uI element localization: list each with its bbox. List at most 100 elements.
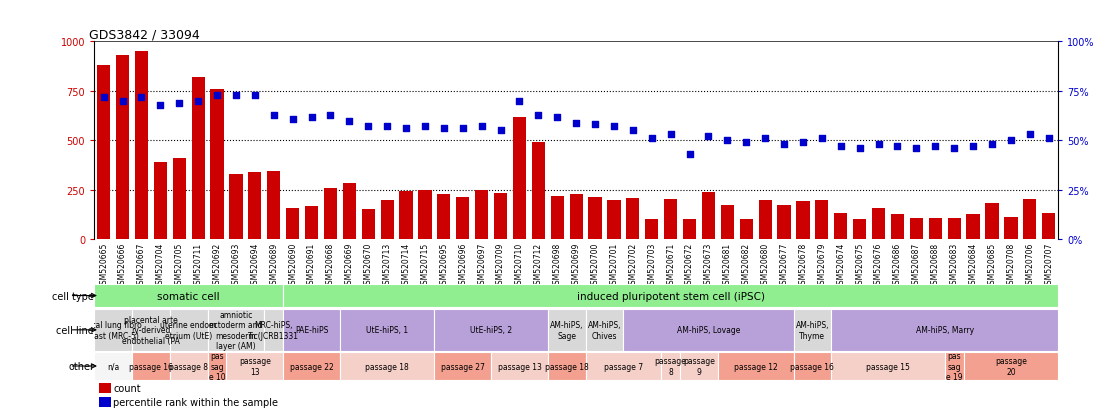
Bar <box>456 197 470 240</box>
Text: GSM520678: GSM520678 <box>799 242 808 288</box>
Text: passage
9: passage 9 <box>683 356 715 376</box>
Point <box>302 114 320 121</box>
Bar <box>793 309 831 351</box>
Text: GSM520691: GSM520691 <box>307 242 316 288</box>
Text: AM-hiPS, Lovage: AM-hiPS, Lovage <box>677 325 740 335</box>
Point <box>284 116 301 123</box>
Bar <box>340 309 434 351</box>
Text: percentile rank within the sample: percentile rank within the sample <box>113 397 278 407</box>
Text: GSM520682: GSM520682 <box>741 242 751 288</box>
Text: GSM520706: GSM520706 <box>1025 242 1034 288</box>
Point <box>889 144 906 150</box>
Text: amniotic
ectoderm and
mesoderm
layer (AM): amniotic ectoderm and mesoderm layer (AM… <box>209 310 263 350</box>
Text: passage
13: passage 13 <box>239 356 270 376</box>
Text: AM-hiPS,
Chives: AM-hiPS, Chives <box>587 320 622 340</box>
Bar <box>99 396 111 406</box>
Point <box>661 132 679 138</box>
Text: GSM520683: GSM520683 <box>950 242 958 288</box>
Text: passage 27: passage 27 <box>441 362 484 370</box>
Point <box>208 92 226 99</box>
Text: GSM520689: GSM520689 <box>269 242 278 288</box>
Point <box>1002 138 1019 144</box>
Text: induced pluripotent stem cell (iPSC): induced pluripotent stem cell (iPSC) <box>576 291 765 301</box>
Text: cell type: cell type <box>52 291 94 301</box>
Point <box>870 142 888 148</box>
Point <box>246 92 264 99</box>
Bar <box>701 192 715 240</box>
Text: uterine endom
etrium (UtE): uterine endom etrium (UtE) <box>161 320 217 340</box>
Text: GSM520694: GSM520694 <box>250 242 259 288</box>
Bar <box>664 199 677 240</box>
Text: GSM520714: GSM520714 <box>401 242 411 288</box>
Text: GSM520711: GSM520711 <box>194 242 203 288</box>
Bar <box>284 284 1058 308</box>
Text: GSM520698: GSM520698 <box>553 242 562 288</box>
Bar <box>475 190 489 240</box>
Bar <box>929 218 942 240</box>
Bar <box>661 352 680 380</box>
Point <box>964 144 982 150</box>
Text: GSM520670: GSM520670 <box>363 242 372 288</box>
Point <box>1020 132 1038 138</box>
Text: GSM520697: GSM520697 <box>478 242 486 288</box>
Bar <box>586 352 661 380</box>
Bar <box>248 173 261 240</box>
Point <box>530 112 547 119</box>
Bar <box>1004 217 1017 240</box>
Bar <box>419 190 431 240</box>
Bar <box>815 200 829 240</box>
Text: GSM520715: GSM520715 <box>420 242 430 288</box>
Bar <box>910 218 923 240</box>
Point <box>152 102 170 109</box>
Text: GSM520674: GSM520674 <box>837 242 845 288</box>
Text: somatic cell: somatic cell <box>157 291 220 301</box>
Bar <box>947 218 961 240</box>
Point <box>171 100 188 107</box>
Point <box>794 140 812 146</box>
Text: GSM520701: GSM520701 <box>609 242 618 288</box>
Point <box>926 144 944 150</box>
Point <box>586 122 604 128</box>
Point <box>907 146 925 152</box>
Text: AM-hiPS,
Sage: AM-hiPS, Sage <box>550 320 584 340</box>
Point <box>378 124 396 131</box>
Text: passage 8: passage 8 <box>170 362 208 370</box>
Bar <box>513 117 526 240</box>
Point <box>340 118 358 125</box>
Text: GDS3842 / 33094: GDS3842 / 33094 <box>90 28 201 41</box>
Bar <box>778 205 791 240</box>
Bar <box>547 352 586 380</box>
Text: GSM520686: GSM520686 <box>893 242 902 288</box>
Bar <box>532 143 545 240</box>
Bar <box>966 214 979 240</box>
Point <box>95 94 113 101</box>
Bar <box>872 208 885 240</box>
Point <box>189 98 207 105</box>
Point <box>548 114 566 121</box>
Bar <box>551 196 564 240</box>
Bar <box>438 195 451 240</box>
Text: GSM520671: GSM520671 <box>666 242 675 288</box>
Text: GSM520695: GSM520695 <box>440 242 449 288</box>
Text: GSM520676: GSM520676 <box>874 242 883 288</box>
Text: GSM520675: GSM520675 <box>855 242 864 288</box>
Bar <box>94 309 132 351</box>
Bar <box>793 352 831 380</box>
Bar <box>211 90 224 240</box>
Bar <box>964 352 1058 380</box>
Bar <box>607 200 620 240</box>
Bar <box>399 191 412 240</box>
Bar <box>94 352 132 380</box>
Point <box>265 112 283 119</box>
Bar <box>797 201 810 240</box>
Bar <box>985 203 998 240</box>
Bar <box>116 56 130 240</box>
Text: cell line: cell line <box>57 325 94 335</box>
Text: GSM520677: GSM520677 <box>780 242 789 288</box>
Bar <box>759 200 772 240</box>
Bar <box>170 309 207 351</box>
Text: GSM520690: GSM520690 <box>288 242 297 288</box>
Bar <box>192 78 205 240</box>
Text: passage
20: passage 20 <box>995 356 1027 376</box>
Text: fetal lung fibro
blast (MRC-5): fetal lung fibro blast (MRC-5) <box>84 320 142 340</box>
